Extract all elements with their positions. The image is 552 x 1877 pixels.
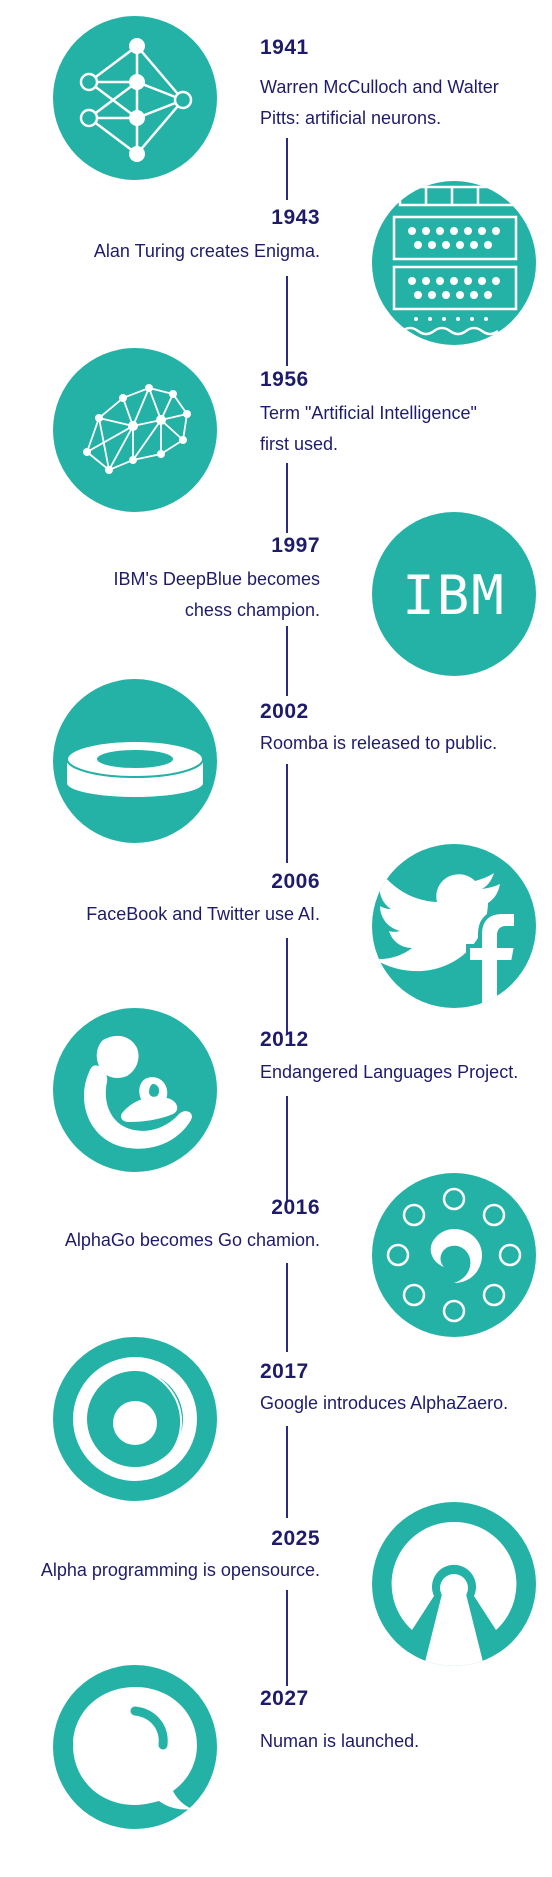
open-source-icon [372,1502,536,1666]
event-description: Term "Artificial Intelligence" first use… [260,403,477,454]
event-description: FaceBook and Twitter use AI. [86,904,320,924]
spiral-icon [53,1337,217,1501]
event-year: 2017 [260,1360,309,1383]
event-description: Alan Turing creates Enigma. [93,241,320,261]
go-stones-icon [372,1173,536,1337]
event-description: Warren McCulloch and Walter Pitts: artif… [260,77,499,128]
ibm-logo-text: IBM [402,564,506,627]
timeline-connector [286,938,288,1035]
event-year: 1943 [271,206,320,229]
event-year: 2002 [260,700,309,723]
event-description: Alpha programming is opensource. [40,1560,320,1580]
timeline-connector [286,1263,288,1352]
event-description: IBM's DeepBlue becomes chess champion. [113,569,320,620]
timeline-connector [286,1590,288,1686]
event-year: 1956 [260,368,309,391]
timeline-connector [286,1426,288,1518]
event-year: 2016 [271,1196,320,1219]
timeline-connector [286,463,288,533]
event-description: Endangered Languages Project. [260,1062,519,1082]
event-year: 2006 [271,870,320,893]
timeline-connector [286,1096,288,1202]
event-description: Roomba is released to public. [260,733,498,753]
timeline-connector [286,626,288,696]
event-description: Numan is launched. [260,1731,420,1751]
event-year: 2012 [260,1028,309,1051]
timeline-connector [286,138,288,200]
enigma-machine-icon [372,181,536,345]
chat-bubble-icon [53,1665,217,1829]
ibm-logo-icon: IBM [372,512,536,676]
event-year: 1941 [260,36,309,59]
event-year: 2025 [271,1527,320,1550]
brain-network-icon [53,348,217,512]
event-description: Google introduces AlphaZaero. [260,1393,509,1413]
mother-child-icon [53,1008,217,1172]
roomba-icon [53,679,217,843]
timeline-connector [286,764,288,863]
event-description: AlphaGo becomes Go chamion. [64,1230,320,1250]
neural-network-icon [53,16,217,180]
twitter-facebook-icon [372,844,536,1008]
event-year: 2027 [260,1687,309,1710]
event-year: 1997 [271,534,320,557]
timeline-connector [286,276,288,366]
